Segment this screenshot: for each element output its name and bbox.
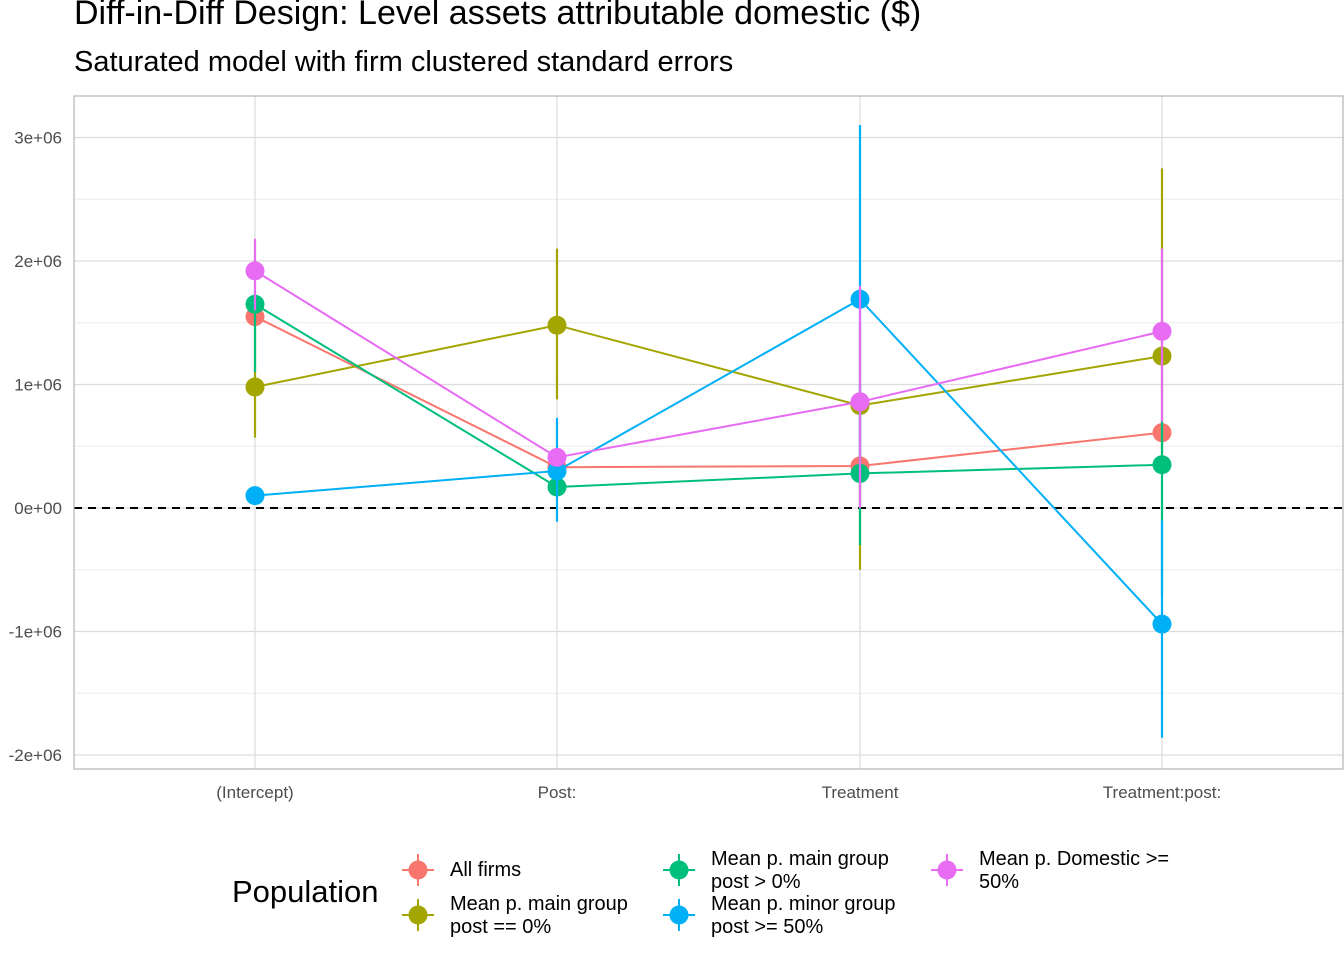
x-tick-label: Treatment (822, 783, 899, 802)
grid-minor (74, 198, 1343, 694)
y-tick-label: 0e+00 (14, 499, 62, 518)
y-axis-tick-labels: -2e+06 -1e+06 0e+00 1e+06 2e+06 3e+06 (9, 129, 62, 766)
legend-title: Population (232, 874, 379, 909)
y-tick-label: -2e+06 (9, 746, 62, 765)
data-point (245, 377, 265, 397)
data-point (547, 447, 567, 467)
y-tick-label: -1e+06 (9, 623, 62, 642)
x-tick-label: Treatment:post: (1103, 783, 1221, 802)
plot-area: -2e+06 -1e+06 0e+00 1e+06 2e+06 3e+06 (Interc… (9, 95, 1344, 802)
data-point (850, 392, 870, 412)
series-group (245, 125, 1172, 738)
series-line (254, 315, 1163, 469)
legend-key-icon (663, 854, 695, 886)
panel-border (73, 95, 1344, 770)
series-0 (245, 307, 1172, 477)
y-tick-label: 3e+06 (14, 129, 62, 148)
legend-label: Mean p. main group post == 0% (450, 893, 628, 938)
series-4 (245, 238, 1172, 508)
x-axis-tick-labels: (Intercept) Post: Treatment Treatment:post: (216, 783, 1221, 802)
x-tick-label: (Intercept) (216, 783, 293, 802)
legend-label: Mean p. Domestic >= 50% (979, 848, 1170, 893)
legend-key-icon (402, 899, 434, 931)
y-tick-label: 1e+06 (14, 376, 62, 395)
data-point (547, 315, 567, 335)
data-point (1152, 321, 1172, 341)
series-2 (245, 291, 1172, 595)
series-line (254, 298, 1163, 625)
legend-key-icon (931, 854, 963, 886)
series-1 (245, 168, 1172, 570)
series-line (254, 324, 1163, 407)
legend-key-icon (402, 854, 434, 886)
data-point (245, 486, 265, 506)
legend-label: Mean p. minor group post >= 50% (711, 893, 896, 938)
series-line (254, 270, 1163, 459)
series-line (254, 303, 1163, 489)
chart-subtitle: Saturated model with firm clustered stan… (74, 46, 734, 78)
legend-key-icon (663, 899, 695, 931)
data-point (1152, 614, 1172, 634)
chart-title: Diff-in-Diff Design: Level assets attrib… (74, 0, 922, 32)
x-tick-label: Post: (538, 783, 577, 802)
data-point (547, 461, 567, 481)
y-tick-label: 2e+06 (14, 252, 62, 271)
series-3 (245, 125, 1172, 738)
legend-label: Mean p. main group post > 0% (711, 848, 889, 893)
legend-label: All firms (450, 859, 522, 881)
data-point (1152, 455, 1172, 475)
data-point (245, 261, 265, 281)
